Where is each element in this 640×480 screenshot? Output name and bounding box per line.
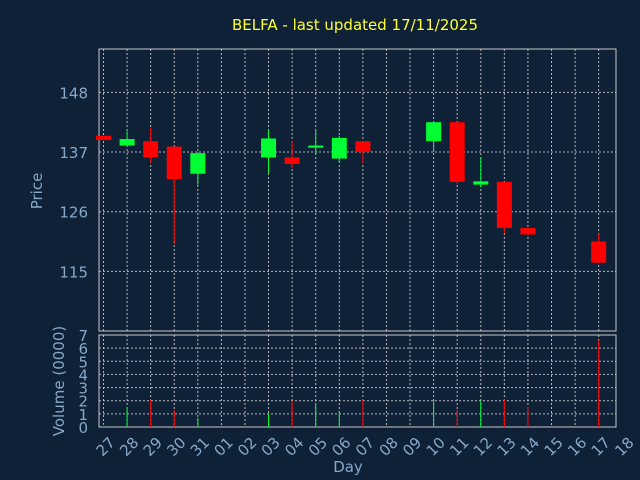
volume-y-tick-label: 1 (78, 406, 88, 424)
volume-panel-grid (99, 335, 616, 427)
volume-axis-label: Volume (0000) (50, 326, 68, 436)
price-axis-label: Price (28, 173, 46, 210)
price-y-tick-label: 126 (59, 204, 88, 222)
volume-y-tick-label: 2 (78, 393, 88, 411)
volume-panel-frame (98, 334, 617, 428)
candle-body (166, 146, 182, 180)
candles (96, 122, 607, 264)
x-tick-label: 29 (140, 434, 166, 460)
candle-body (473, 181, 489, 185)
candle-body (355, 141, 371, 153)
volume-y-tick-label: 7 (78, 327, 88, 345)
x-tick-labels: 2728293031010203040506070809101112131415… (93, 434, 638, 460)
price-y-tick-label: 137 (59, 144, 88, 162)
x-tick-label: 27 (93, 434, 119, 460)
price-panel-grid (99, 49, 616, 331)
volume-bars (103, 340, 600, 427)
x-tick-label: 31 (187, 434, 213, 460)
x-tick-label: 11 (446, 434, 472, 460)
candle-body (426, 122, 442, 142)
candle-body (190, 153, 206, 174)
candle-body (331, 137, 347, 159)
x-axis-label: Day (333, 458, 363, 476)
candle-body (143, 141, 159, 158)
volume-y-tick-label: 0 (78, 419, 88, 437)
price-panel-frame (98, 48, 617, 332)
candle-body (96, 135, 111, 141)
candle-body (119, 139, 135, 146)
x-tick-label: 15 (541, 434, 567, 460)
x-tick-label: 14 (517, 434, 543, 460)
candle-body (261, 138, 277, 158)
x-tick-label: 30 (163, 434, 189, 460)
candle-body (284, 157, 300, 164)
x-tick-label: 07 (352, 434, 378, 460)
volume-y-tick-label: 5 (78, 353, 88, 371)
candle-body (449, 122, 465, 182)
x-tick-label: 12 (470, 434, 496, 460)
candle-body (591, 241, 607, 263)
price-y-tick-label: 148 (59, 84, 88, 102)
x-tick-label: 16 (564, 434, 590, 460)
volume-y-tick-label: 4 (78, 366, 88, 384)
x-tick-label: 10 (423, 434, 449, 460)
x-tick-label: 04 (281, 434, 307, 460)
x-tick-label: 01 (210, 434, 236, 460)
volume-y-tick-label: 3 (78, 380, 88, 398)
candle-body (496, 181, 512, 228)
chart-title: BELFA - last updated 17/11/2025 (232, 16, 478, 34)
candle-body (308, 145, 324, 148)
x-tick-label: 17 (588, 434, 614, 460)
x-tick-label: 18 (611, 434, 637, 460)
candle-body (520, 227, 536, 235)
x-tick-label: 05 (305, 434, 331, 460)
x-tick-label: 08 (376, 434, 402, 460)
x-tick-label: 28 (116, 434, 142, 460)
price-y-tick-label: 115 (59, 263, 88, 281)
x-tick-label: 09 (399, 434, 425, 460)
x-tick-label: 02 (234, 434, 260, 460)
price-y-tick-labels: 115 126 137 148 (59, 84, 88, 281)
x-tick-label: 13 (493, 434, 519, 460)
x-tick-label: 03 (258, 434, 284, 460)
x-tick-label: 06 (328, 434, 354, 460)
volume-y-tick-label: 6 (78, 340, 88, 358)
